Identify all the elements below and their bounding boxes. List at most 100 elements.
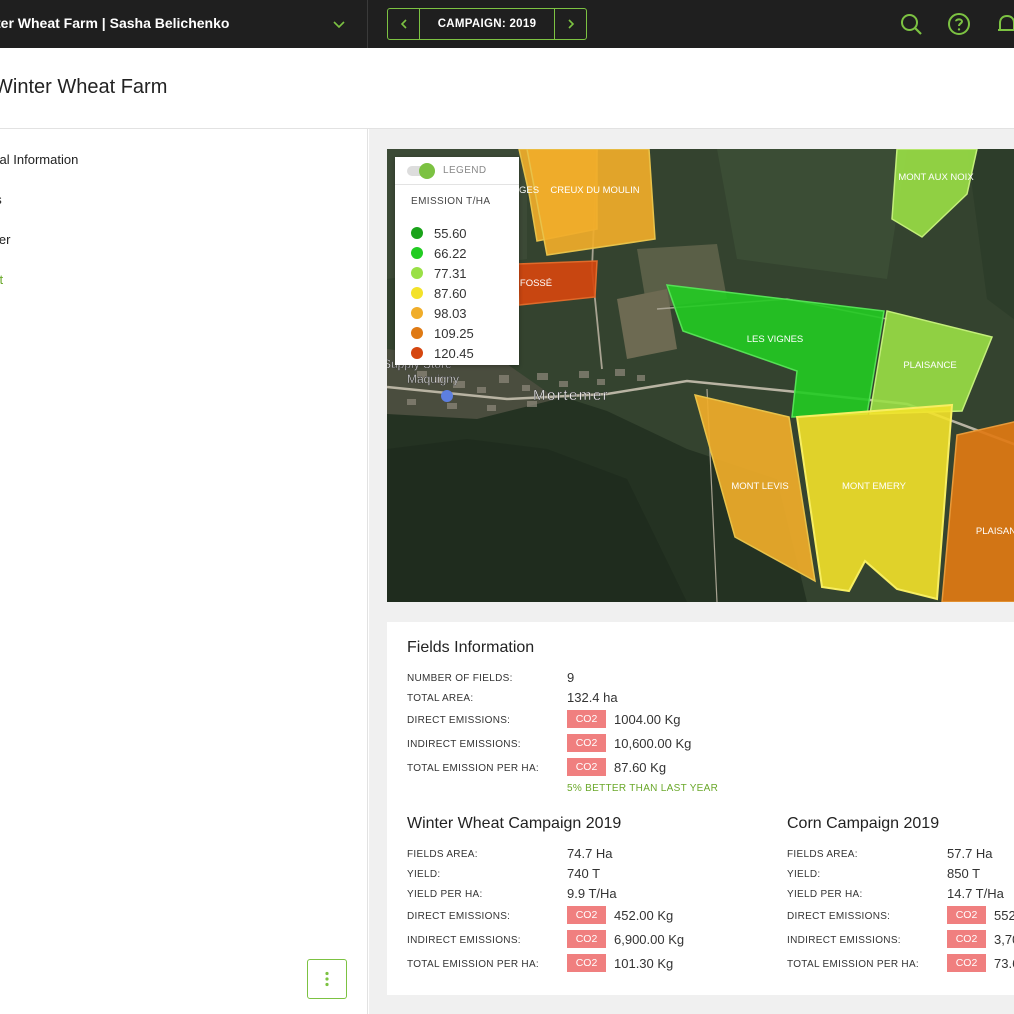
corn-total-label: TOTAL EMISSION PER HA: [787,959,919,970]
legend-toggle[interactable] [407,163,435,179]
co2-badge: CO2 [567,954,606,972]
legend-swatch [411,267,423,279]
sidebar-item-general-information[interactable]: eral Information [0,152,79,167]
campaign-switcher: CAMPAIGN: 2019 [387,8,587,40]
legend-swatch [411,227,423,239]
co2-badge: CO2 [947,906,986,924]
legend-subtitle: EMISSION T/HA [411,196,491,207]
more-vertical-icon [325,971,329,987]
direct-emissions-value: 1004.00 Kg [614,712,681,727]
corn-indirect-label: INDIRECT EMISSIONS: [787,935,901,946]
corn-area-label: FIELDS AREA: [787,849,858,860]
co2-badge: CO2 [567,758,606,776]
bell-icon[interactable] [995,12,1014,36]
legend-item: 66.22 [411,246,467,261]
corn-yield-ha-label: YIELD PER HA: [787,889,863,900]
indirect-emissions-label: INDIRECT EMISSIONS: [407,739,521,750]
field-label: PLAISANCE [903,360,956,371]
co2-badge: CO2 [567,906,606,924]
field-label: MONT AUX NOIX [898,172,974,183]
corn-area-value: 57.7 Ha [947,846,993,861]
wheat-yield-ha-value: 9.9 T/Ha [567,886,617,901]
page-title: Winter Wheat Farm [0,76,168,98]
co2-badge: CO2 [567,930,606,948]
total-emission-value: 87.60 Kg [614,760,667,775]
page-header: Winter Wheat Farm [0,48,1014,129]
wheat-yield-value: 740 T [567,866,601,881]
number-of-fields-value: 9 [567,670,575,685]
field-label: MONT EMERY [842,481,907,492]
farm-selector[interactable]: ter Wheat Farm | Sasha Belichenko [0,0,368,48]
farm-selector-label: ter Wheat Farm | Sasha Belichenko [0,15,230,31]
field-map[interactable]: GES CREUX DU MOULIN FOSSÉ MONT AUX NOIX … [387,149,1014,602]
search-icon[interactable] [899,12,923,36]
sidebar-item-fields[interactable]: es [0,192,2,207]
legend-item: 120.45 [411,346,474,361]
wheat-total-label: TOTAL EMISSION PER HA: [407,959,539,970]
legend-title: LEGEND [443,165,487,176]
co2-badge: CO2 [947,954,986,972]
number-of-fields-label: NUMBER OF FIELDS: [407,673,513,684]
field-label: GES [519,185,539,196]
corn-indirect-value: 3,70 [994,932,1014,947]
map-legend: LEGEND EMISSION T/HA 55.60 66.22 77.31 8… [395,157,519,365]
wheat-indirect-label: INDIRECT EMISSIONS: [407,935,521,946]
sidebar: eral Information es ther ort [0,129,368,1014]
corn-campaign-title: Corn Campaign 2019 [787,815,940,832]
total-area-label: TOTAL AREA: [407,693,474,704]
place-label: Maquigny [407,372,459,386]
field-label: FOSSÉ [520,278,552,289]
satellite-map: GES CREUX DU MOULIN FOSSÉ MONT AUX NOIX … [387,149,1014,602]
next-campaign-button[interactable] [554,9,586,39]
co2-badge: CO2 [567,734,606,752]
corn-yield-ha-value: 14.7 T/Ha [947,886,1004,901]
field-label: MONT LEVIS [731,481,788,492]
legend-swatch [411,247,423,259]
legend-item: 87.60 [411,286,467,301]
co2-badge: CO2 [567,710,606,728]
wheat-yield-ha-label: YIELD PER HA: [407,889,483,900]
wheat-total-value: 101.30 Kg [614,956,674,971]
place-label: Mortemer [533,387,609,404]
wheat-area-label: FIELDS AREA: [407,849,478,860]
wheat-direct-value: 452.00 Kg [614,908,674,923]
total-emission-label: TOTAL EMISSION PER HA: [407,763,539,774]
sidebar-item-report[interactable]: ort [0,272,4,287]
more-options-button[interactable] [307,959,347,999]
legend-swatch [411,307,423,319]
total-area-value: 132.4 ha [567,690,618,705]
wheat-area-value: 74.7 Ha [567,846,613,861]
corn-yield-label: YIELD: [787,869,821,880]
corn-total-value: 73.6 [994,956,1014,971]
wheat-campaign-title: Winter Wheat Campaign 2019 [407,815,622,832]
fields-info-title: Fields Information [407,639,535,656]
direct-emissions-label: DIRECT EMISSIONS: [407,715,511,726]
store-pin-icon [441,390,453,402]
wheat-direct-label: DIRECT EMISSIONS: [407,911,511,922]
previous-campaign-button[interactable] [388,9,420,39]
indirect-emissions-value: 10,600.00 Kg [614,736,692,751]
help-icon[interactable] [947,12,971,36]
legend-item: 109.25 [411,326,474,341]
chevron-left-icon [400,19,407,29]
corn-direct-label: DIRECT EMISSIONS: [787,911,891,922]
field-label: PLAISAN [976,526,1014,537]
main-content: GES CREUX DU MOULIN FOSSÉ MONT AUX NOIX … [369,129,1014,1014]
legend-item: 98.03 [411,306,467,321]
corn-yield-value: 850 T [947,866,981,881]
field-label: CREUX DU MOULIN [550,185,639,196]
field-label: LES VIGNES [747,334,804,345]
legend-swatch [411,347,423,359]
fields-info-card: Fields Information NUMBER OF FIELDS: 9 T… [387,622,1014,995]
wheat-indirect-value: 6,900.00 Kg [614,932,685,947]
legend-swatch [411,327,423,339]
chevron-right-icon [567,19,574,29]
legend-item: 77.31 [411,266,467,281]
wheat-yield-label: YIELD: [407,869,441,880]
legend-swatch [411,287,423,299]
legend-item: 55.60 [411,226,467,241]
co2-badge: CO2 [947,930,986,948]
comparison-note: 5% BETTER THAN LAST YEAR [567,783,719,794]
top-bar: ter Wheat Farm | Sasha Belichenko CAMPAI… [0,0,1014,48]
sidebar-item-weather[interactable]: ther [0,232,11,247]
